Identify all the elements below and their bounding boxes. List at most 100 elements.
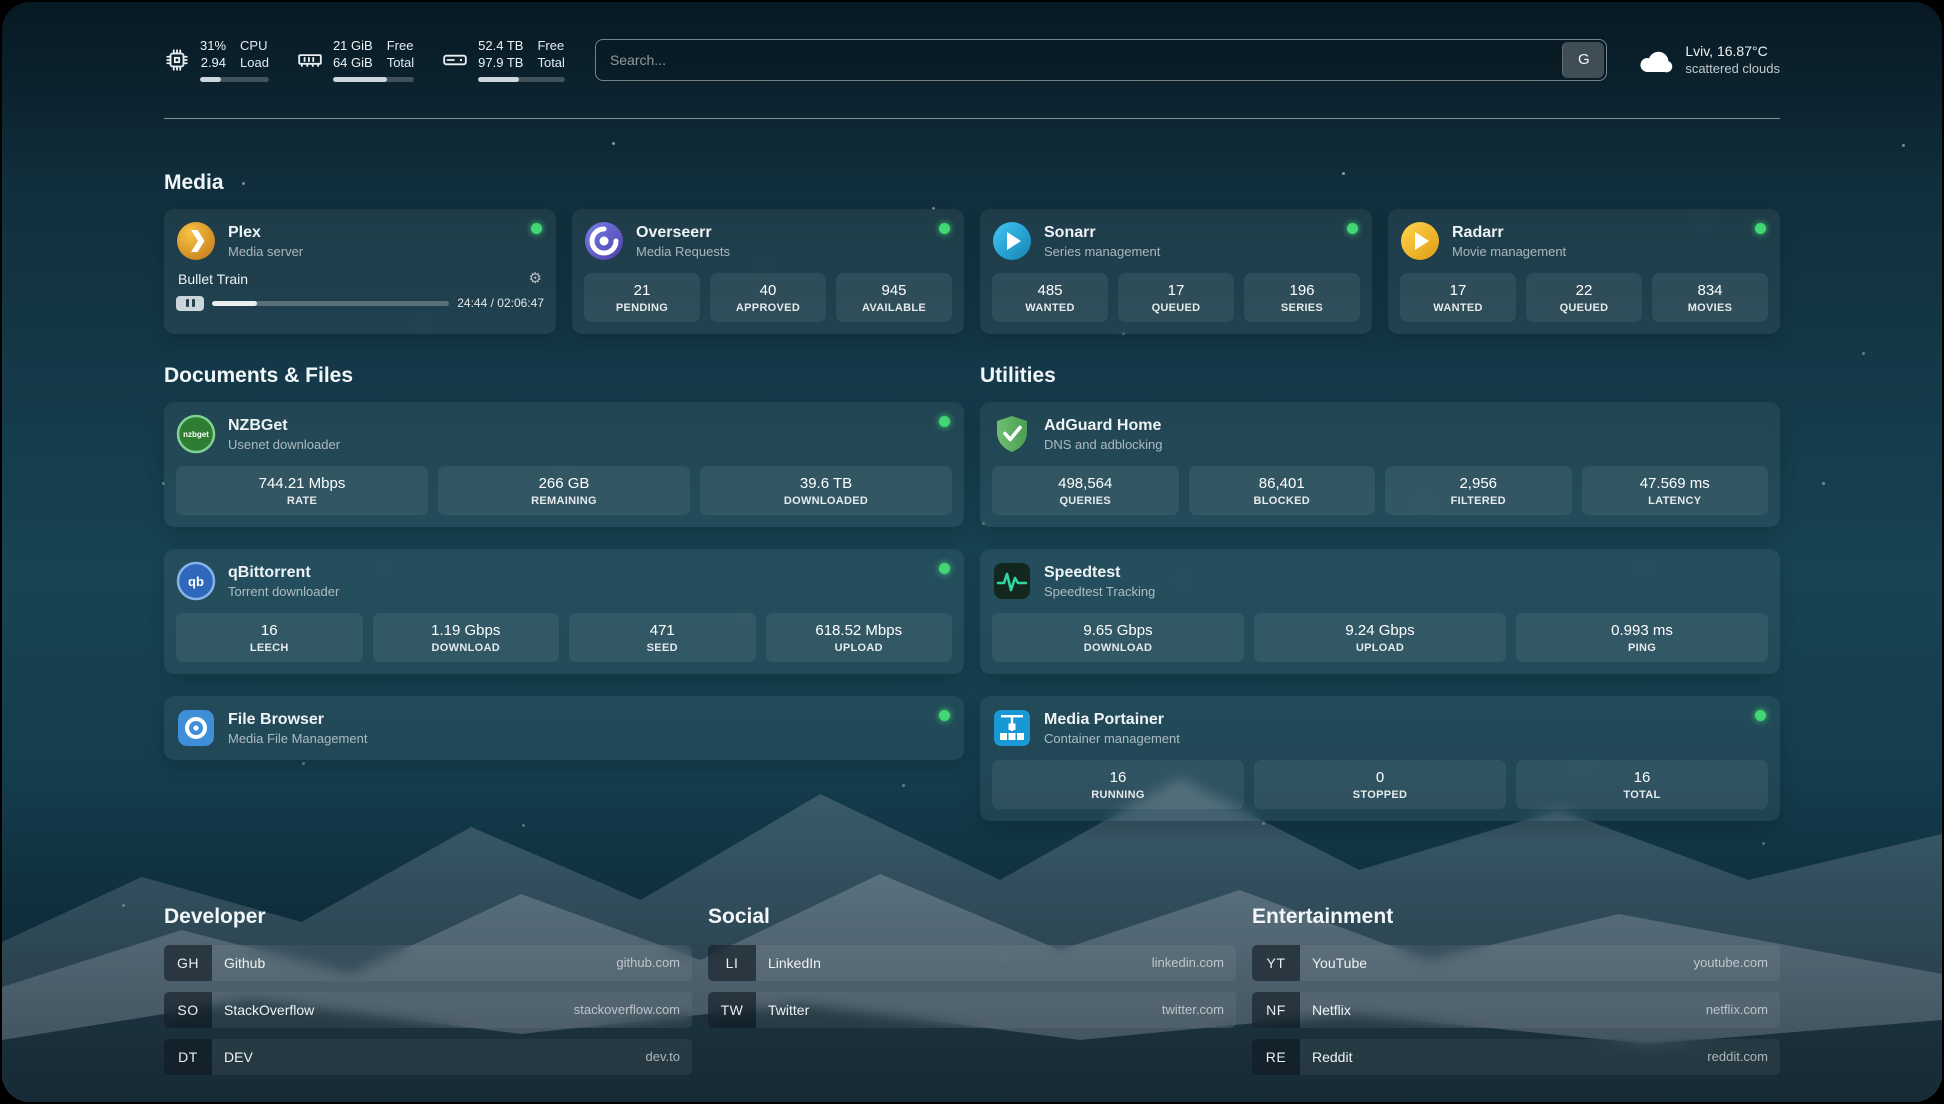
service-card-radarr[interactable]: Radarr Movie management 17 WANTED 22 QUE… bbox=[1388, 208, 1780, 334]
now-playing-title: Bullet Train bbox=[178, 270, 249, 287]
stat-label: WANTED bbox=[1025, 301, 1075, 314]
bookmark-abbr: NF bbox=[1252, 991, 1300, 1028]
topbar: 31% 2.94 CPU Load bbox=[164, 2, 1780, 82]
bookmark-abbr: SO bbox=[164, 991, 212, 1028]
stat-value: 22 bbox=[1575, 281, 1593, 299]
cpu-load: 2.94 bbox=[200, 54, 227, 70]
stat-label: APPROVED bbox=[735, 301, 801, 314]
stat-label: TOTAL bbox=[1623, 788, 1661, 801]
stat-label: RUNNING bbox=[1091, 788, 1145, 801]
service-card-qbittorrent[interactable]: qb qBittorrent Torrent downloader 16 LEE… bbox=[164, 548, 964, 674]
stat-label: DOWNLOADED bbox=[783, 494, 869, 507]
utilities-column: Utilities bbox=[980, 334, 1780, 843]
service-card-nzbget[interactable]: nzbget NZBGet Usenet downloader 744.21 M… bbox=[164, 401, 964, 527]
stat-label: UPLOAD bbox=[834, 641, 883, 654]
stat-value: 834 bbox=[1697, 281, 1723, 299]
bookmark-url: linkedin.com bbox=[1151, 955, 1224, 971]
stat-value: 47.569 ms bbox=[1639, 474, 1710, 492]
bookmark-abbr: YT bbox=[1252, 944, 1300, 981]
status-dot bbox=[939, 709, 950, 721]
service-desc: Usenet downloader bbox=[228, 436, 341, 452]
memory-widget: 21 GiB 64 GiB Free Total bbox=[297, 38, 415, 82]
cpu-icon bbox=[164, 47, 190, 73]
stat-value: 1.19 Gbps bbox=[431, 621, 501, 639]
service-card-sonarr[interactable]: Sonarr Series management 485 WANTED 17 Q… bbox=[980, 208, 1372, 334]
status-dot bbox=[939, 562, 950, 574]
media-card-grid: Plex Media server Bullet Train ⚙ 24:44 /… bbox=[164, 208, 1780, 334]
service-card-portainer[interactable]: Media Portainer Container management 16 … bbox=[980, 695, 1780, 821]
bookmark-twitter[interactable]: TW Twitter twitter.com bbox=[708, 991, 1236, 1028]
disk-widget: 52.4 TB 97.9 TB Free Total bbox=[442, 38, 565, 82]
stat-upload: 9.24 Gbps UPLOAD bbox=[1254, 612, 1506, 662]
service-card-plex[interactable]: Plex Media server Bullet Train ⚙ 24:44 /… bbox=[164, 208, 556, 334]
stat-label: REMAINING bbox=[531, 494, 597, 507]
bookmark-reddit[interactable]: RE Reddit reddit.com bbox=[1252, 1038, 1780, 1075]
stat-label: SERIES bbox=[1280, 301, 1324, 314]
stat-filtered: 2,956 FILTERED bbox=[1385, 465, 1572, 515]
documents-column: Documents & Files nzbget NZBGet Usenet bbox=[164, 334, 964, 843]
bookmark-name: YouTube bbox=[1312, 954, 1368, 971]
service-desc: Movie management bbox=[1452, 243, 1567, 259]
service-desc: Series management bbox=[1044, 243, 1161, 259]
service-card-filebrowser[interactable]: File Browser Media File Management bbox=[164, 695, 964, 760]
bookmark-youtube[interactable]: YT YouTube youtube.com bbox=[1252, 944, 1780, 981]
bookmark-abbr: GH bbox=[164, 944, 212, 981]
cpu-progress-track bbox=[200, 76, 269, 82]
service-desc: Speedtest Tracking bbox=[1044, 583, 1156, 599]
bookmark-dev[interactable]: DT DEV dev.to bbox=[164, 1038, 692, 1075]
bookmark-name: Twitter bbox=[768, 1001, 810, 1018]
bookmark-netflix[interactable]: NF Netflix netflix.com bbox=[1252, 991, 1780, 1028]
service-name: Speedtest bbox=[1044, 563, 1121, 581]
stat-value: 9.65 Gbps bbox=[1083, 621, 1153, 639]
speedtest-icon bbox=[992, 561, 1032, 601]
stat-queued: 17 QUEUED bbox=[1118, 272, 1234, 322]
portainer-icon bbox=[992, 708, 1032, 748]
topbar-divider bbox=[164, 117, 1780, 119]
plex-icon bbox=[176, 221, 216, 261]
search-provider-button[interactable]: G bbox=[1562, 41, 1605, 78]
pause-button[interactable] bbox=[176, 295, 204, 311]
stat-total: 16 TOTAL bbox=[1516, 759, 1768, 809]
playback-progress-track bbox=[212, 300, 450, 306]
service-card-adguard[interactable]: AdGuard Home DNS and adblocking 498,564 … bbox=[980, 401, 1780, 527]
stat-label: LATENCY bbox=[1648, 494, 1702, 507]
bookmarks-entertainment: Entertainment YT YouTube youtube.com NF … bbox=[1252, 843, 1780, 1086]
overseerr-icon bbox=[584, 221, 624, 261]
bookmark-linkedin[interactable]: LI LinkedIn linkedin.com bbox=[708, 944, 1236, 981]
stat-value: 498,564 bbox=[1058, 474, 1113, 492]
service-card-speedtest[interactable]: Speedtest Speedtest Tracking 9.65 Gbps D… bbox=[980, 548, 1780, 674]
status-dot bbox=[1755, 222, 1766, 234]
status-dot bbox=[939, 415, 950, 427]
bookmark-name: StackOverflow bbox=[224, 1001, 315, 1018]
search-bar: G bbox=[594, 38, 1608, 81]
service-name: Media Portainer bbox=[1044, 710, 1165, 728]
bookmark-github[interactable]: GH Github github.com bbox=[164, 944, 692, 981]
playback-progress-fill bbox=[212, 300, 258, 306]
cpu-label-top: CPU bbox=[240, 38, 268, 53]
memory-label-top: Free bbox=[386, 38, 414, 53]
cpu-widget: 31% 2.94 CPU Load bbox=[164, 38, 269, 82]
service-card-overseerr[interactable]: Overseerr Media Requests 21 PENDING 40 A… bbox=[572, 208, 964, 334]
stat-ping: 0.993 ms PING bbox=[1516, 612, 1768, 662]
section-title-entertainment: Entertainment bbox=[1252, 904, 1394, 928]
stat-wanted: 17 WANTED bbox=[1400, 272, 1516, 322]
disk-progress-fill bbox=[478, 76, 519, 82]
search-input[interactable] bbox=[595, 39, 1561, 80]
stat-value: 0 bbox=[1375, 768, 1385, 786]
stat-value: 40 bbox=[759, 281, 777, 299]
stat-rate: 744.21 Mbps RATE bbox=[176, 465, 428, 515]
bookmark-abbr: DT bbox=[164, 1038, 212, 1075]
service-desc: Container management bbox=[1044, 730, 1180, 746]
stat-value: 9.24 Gbps bbox=[1345, 621, 1415, 639]
gear-icon[interactable]: ⚙ bbox=[528, 270, 542, 288]
stat-stopped: 0 STOPPED bbox=[1254, 759, 1506, 809]
memory-label-bottom: Total bbox=[386, 54, 415, 70]
cloud-icon bbox=[1637, 46, 1673, 74]
service-name: AdGuard Home bbox=[1044, 416, 1162, 434]
status-dot bbox=[1755, 709, 1766, 721]
disk-icon bbox=[442, 47, 468, 73]
disk-label-top: Free bbox=[537, 38, 565, 53]
bookmark-stackoverflow[interactable]: SO StackOverflow stackoverflow.com bbox=[164, 991, 692, 1028]
stat-downloaded: 39.6 TB DOWNLOADED bbox=[700, 465, 952, 515]
stat-download: 9.65 Gbps DOWNLOAD bbox=[992, 612, 1244, 662]
